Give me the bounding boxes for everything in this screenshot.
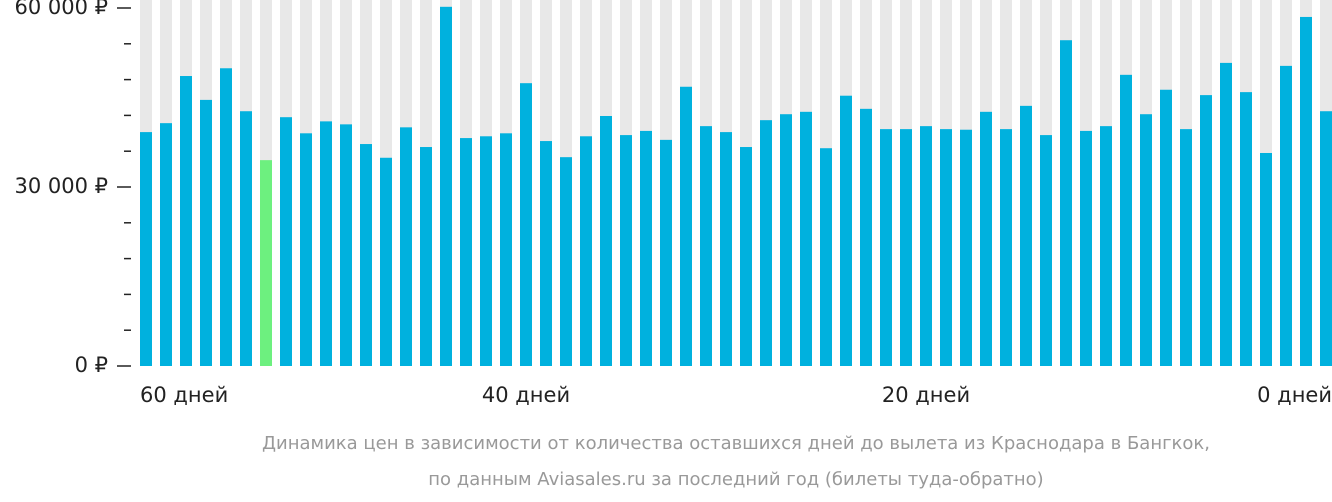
- bar: [1080, 130, 1092, 366]
- bar: [1320, 111, 1332, 367]
- bar: [1140, 114, 1152, 366]
- bar: [560, 157, 572, 366]
- bar: [220, 68, 232, 366]
- x-tick-label: 40 дней: [482, 383, 570, 407]
- bar: [1100, 126, 1112, 366]
- bar: [660, 139, 672, 366]
- bar: [460, 138, 472, 366]
- bar: [540, 141, 552, 366]
- bar: [360, 144, 372, 366]
- bar: [260, 160, 272, 366]
- bar: [320, 121, 332, 366]
- bar: [400, 127, 412, 366]
- bar: [880, 129, 892, 366]
- bar: [720, 132, 732, 366]
- bar: [1160, 89, 1172, 366]
- caption-line: Динамика цен в зависимости от количества…: [262, 433, 1210, 454]
- bar: [420, 147, 432, 366]
- bar: [860, 108, 872, 366]
- bar: [140, 132, 152, 366]
- y-tick-label: 0 ₽: [75, 353, 108, 377]
- bar: [940, 129, 952, 366]
- bar: [1000, 129, 1012, 366]
- bar: [620, 135, 632, 366]
- bar: [1120, 74, 1132, 367]
- bar: [780, 114, 792, 366]
- bar: [820, 148, 832, 366]
- bar: [1280, 65, 1292, 367]
- bar: [300, 133, 312, 366]
- bar: [1220, 62, 1232, 366]
- x-tick-label: 20 дней: [882, 383, 970, 407]
- bar: [920, 126, 932, 366]
- bar: [600, 115, 612, 366]
- bar: [380, 157, 392, 366]
- caption-line: по данным Aviasales.ru за последний год …: [428, 469, 1043, 490]
- bar: [200, 99, 212, 367]
- bar: [1040, 135, 1052, 366]
- bar: [520, 83, 532, 367]
- x-tick-label: 60 дней: [140, 383, 228, 407]
- bar: [1260, 152, 1272, 366]
- bar: [280, 117, 292, 366]
- bar: [1300, 16, 1312, 366]
- bar: [1240, 92, 1252, 366]
- bar: [1020, 105, 1032, 366]
- bar: [500, 133, 512, 366]
- bar: [1060, 40, 1072, 366]
- bar: [480, 136, 492, 366]
- bar: [580, 136, 592, 366]
- bar: [960, 129, 972, 366]
- bar: [440, 6, 452, 366]
- y-tick-label: 30 000 ₽: [14, 174, 108, 198]
- x-tick-label: 0 дней: [1257, 383, 1332, 407]
- bar: [900, 129, 912, 366]
- bar: [840, 95, 852, 367]
- bar: [740, 147, 752, 366]
- bar: [180, 76, 192, 367]
- bar: [800, 111, 812, 366]
- bar: [240, 111, 252, 367]
- bar: [1200, 95, 1212, 366]
- bar: [160, 123, 172, 366]
- bar: [980, 111, 992, 366]
- bar: [340, 124, 352, 366]
- bar: [640, 130, 652, 366]
- y-tick-label: 60 000 ₽: [14, 0, 108, 19]
- bar: [680, 86, 692, 366]
- bar: [760, 120, 772, 366]
- bar: [1180, 129, 1192, 366]
- bar: [700, 126, 712, 366]
